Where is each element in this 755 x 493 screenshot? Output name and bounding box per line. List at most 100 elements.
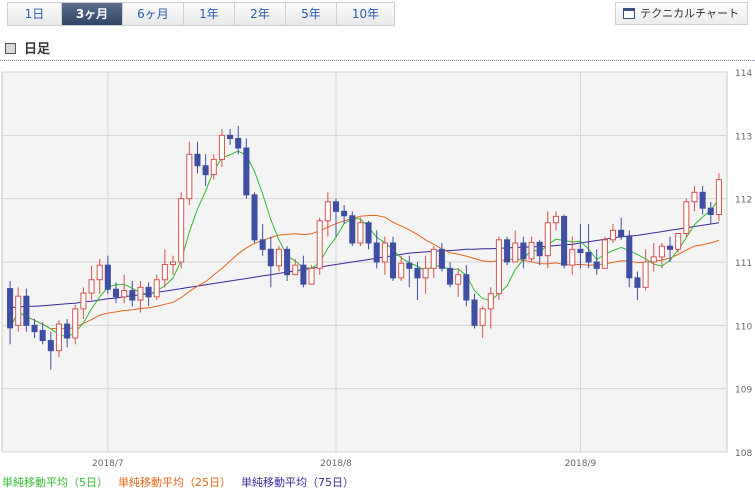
candle-body [667,245,674,250]
technical-chart-label: テクニカルチャート [640,7,739,20]
candle [235,125,242,155]
candle [438,243,445,272]
candle [23,288,30,332]
candle [357,217,364,247]
candle-body [675,233,682,250]
candle [593,249,600,275]
candle [153,274,160,300]
candle-body [463,274,470,301]
y-tick-label: 110 [735,322,752,332]
candle [422,255,429,294]
candle [675,233,682,253]
candle-body [357,222,364,244]
candle-body [235,138,242,149]
candle [324,192,331,237]
candle [64,319,71,348]
candle-body [243,147,250,196]
square-bullet-icon [5,43,16,54]
candle-body [642,261,649,288]
candle [642,249,649,291]
candle-body [341,210,348,217]
candle [658,243,665,269]
candle-body [349,215,356,244]
candle [55,320,62,357]
candle [455,268,462,297]
chart-legend: 単純移動平均（5日） 単純移動平均（25日） 単純移動平均（75日） [2,474,364,490]
candle-body [447,267,454,285]
candle-body [528,241,535,260]
y-tick-label: 111 [735,259,752,269]
candle [699,186,706,215]
candle-body [202,165,209,176]
candle-body [593,261,600,269]
candle [561,214,568,269]
candle-body [683,201,690,234]
candle [137,281,144,313]
candle [267,236,274,288]
tab-1-day[interactable]: 1日 [8,3,62,25]
x-tick-label: 2018/7 [92,459,124,469]
candle [80,287,87,319]
divider [0,60,755,61]
candle-body [332,201,340,212]
candle-body [414,267,421,279]
tab-3-months[interactable]: 3ヶ月 [62,3,123,25]
x-tick-label: 2018/9 [565,459,597,469]
candle [284,246,291,281]
tab-2-years[interactable]: 2年 [235,3,286,25]
candle-body [373,242,380,263]
candle-body [300,264,307,285]
candle [112,282,120,304]
candle-body [194,153,201,167]
candle [202,154,209,186]
technical-chart-button[interactable]: テクニカルチャート [615,2,748,25]
candle [577,224,584,269]
candle [479,306,486,338]
y-tick-label: 114 [735,69,752,79]
section-header: 日足 [5,38,50,57]
candle [504,236,511,266]
candle [292,258,299,276]
candle [707,201,714,224]
tab-6-months[interactable]: 6ヶ月 [123,3,184,25]
tab-1-year[interactable]: 1年 [184,3,235,25]
candle-body [88,279,95,294]
tab-5-years[interactable]: 5年 [286,3,337,25]
candle [332,198,340,237]
candle [186,141,193,205]
candle-body [487,293,494,310]
candle [104,255,111,294]
candle-body [210,158,217,176]
candle-body [7,288,14,329]
candle-body [455,274,462,285]
candle-body [520,242,527,260]
y-tick-label: 112 [735,196,752,206]
candle-body [398,262,405,279]
legend-ma5: 単純移動平均（5日） [2,476,108,489]
candle-body [389,242,397,279]
candle-body [267,248,274,267]
section-title: 日足 [24,42,51,57]
candle-body [650,256,657,263]
candle [601,236,608,269]
candle-body [699,191,706,209]
ma25-line [9,215,720,330]
candle [161,249,168,288]
candle [72,305,79,345]
y-tick-label: 108 [735,449,752,459]
candle-body [316,220,323,269]
candle [414,262,421,300]
candle-body [308,267,315,285]
candle-body [544,222,551,257]
candle-body [39,329,46,342]
candle-body [422,267,429,279]
tab-10-years[interactable]: 10年 [337,3,394,25]
candle [96,258,103,294]
candle [430,246,437,278]
candle [609,224,617,243]
candle [47,331,54,370]
candle [31,319,38,338]
candle [300,255,307,288]
candle-body [479,308,486,326]
candle-body [609,229,617,241]
